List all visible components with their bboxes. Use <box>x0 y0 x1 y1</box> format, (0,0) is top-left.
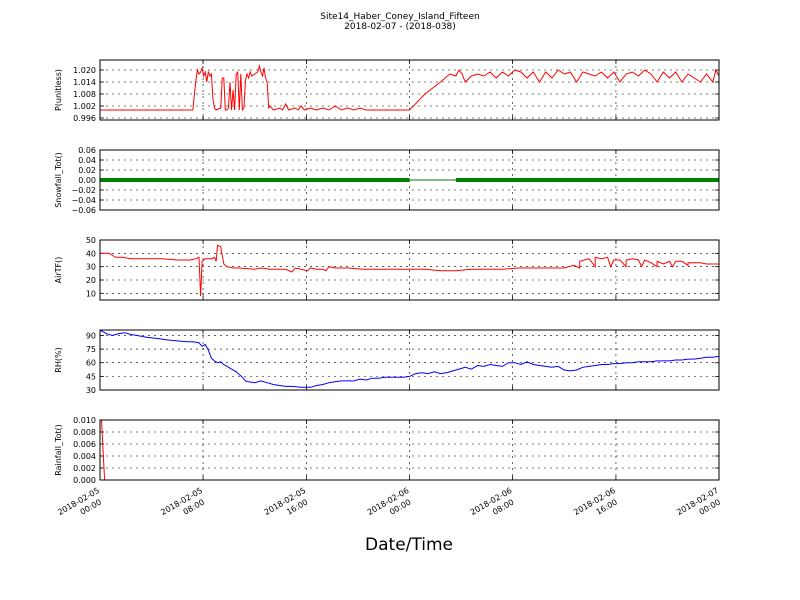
panel-frame <box>99 59 720 121</box>
y-tick-label: 10 <box>86 289 96 298</box>
y-tick-label: −0.02 <box>71 186 96 195</box>
panel-airt: 10 20 30 40 50 AirTF() <box>54 236 720 301</box>
series-line-p <box>100 64 719 112</box>
y-tick-label: 30 <box>86 263 96 272</box>
y-tick-label: 1.002 <box>73 102 96 111</box>
y-tick-label: 0.010 <box>73 416 96 425</box>
panels-group: 0.996 1.002 1.008 1.014 1.020 P(unitless) −0.0… <box>54 59 722 517</box>
panel-frame <box>99 239 720 301</box>
panel-frame <box>99 149 720 211</box>
y-tick-label: 0.008 <box>73 428 96 437</box>
y-tick-label: 60 <box>86 359 96 368</box>
y-tick-label: 75 <box>86 345 96 354</box>
series-line-rh <box>100 330 719 388</box>
y-tick-label: 90 <box>86 331 96 340</box>
y-tick-label: 50 <box>86 236 96 245</box>
y-tick-label: 0.002 <box>73 464 96 473</box>
y-tick-label: 0.06 <box>78 146 96 155</box>
y-tick-label: 0.000 <box>73 476 96 485</box>
y-tick-label: 30 <box>86 386 96 395</box>
y-tick-label: 1.014 <box>73 78 96 87</box>
y-tick-label: 45 <box>86 372 96 381</box>
y-axis-label: RH(%) <box>54 347 63 372</box>
y-axis-label: Snowfall_Tot() <box>54 152 63 208</box>
y-tick-label: −0.04 <box>71 196 96 205</box>
y-tick-label: 0.996 <box>73 114 96 123</box>
y-tick-label: 0.04 <box>78 156 96 165</box>
panel-frame <box>99 419 720 481</box>
panel-rainfall: 0.000 0.002 0.004 0.006 0.008 0.010 Rainfall_T… <box>54 416 720 485</box>
y-tick-label: 0.00 <box>78 176 96 185</box>
y-tick-label: 0.02 <box>78 166 96 175</box>
y-tick-label: 0.006 <box>73 440 96 449</box>
panel-rh: 30 45 60 75 90 RH(%) <box>54 329 720 395</box>
y-tick-label: −0.06 <box>71 206 96 215</box>
panel-snowfall: −0.06−0.04−0.020.000.020.040.06 Snowfall_… <box>54 146 720 215</box>
y-tick-label: 1.008 <box>73 90 96 99</box>
y-tick-label: 20 <box>86 276 96 285</box>
y-axis-label: P(unitless) <box>54 69 63 111</box>
chart-subtitle: 2018-02-07 - (2018-038) <box>344 22 456 32</box>
chart-title: Site14_Haber_Coney_Island_Fifteen <box>320 12 479 22</box>
y-tick-label: 1.020 <box>73 66 96 75</box>
y-axis-label: AirTF() <box>54 257 63 284</box>
x-axis-label: Date/Time <box>365 535 453 555</box>
panel-frame <box>99 329 720 391</box>
y-tick-label: 40 <box>86 249 96 258</box>
panel-p: 0.996 1.002 1.008 1.014 1.020 P(unitless) <box>54 59 720 123</box>
y-axis-label: Rainfall_Tot() <box>54 424 63 476</box>
y-tick-label: 0.004 <box>73 452 96 461</box>
series-line-airt <box>100 244 719 297</box>
